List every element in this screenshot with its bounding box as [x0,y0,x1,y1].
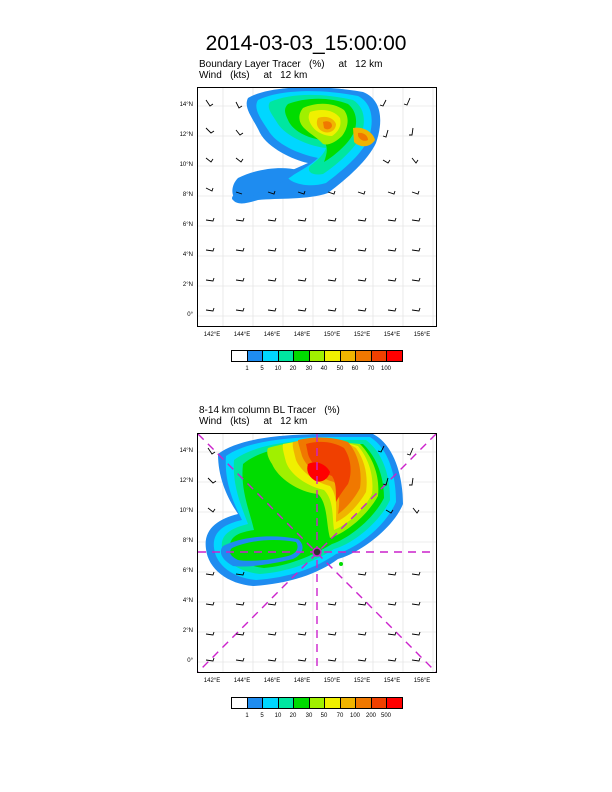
boundary-layer-tracer-map [197,87,437,327]
colorbar-2-label: 50 [320,713,328,719]
colorbar-2-swatch [309,698,326,708]
y-tick-8n: 8°N [182,192,193,198]
colorbar-1-label: 10 [274,366,282,372]
colorbar-1-label: 60 [351,366,359,372]
colorbar-2-swatch [371,698,388,708]
colorbar-1-label: 1 [245,366,249,372]
y-tick-0: 0° [187,312,193,318]
colorbar-2-label: 100 [349,713,360,719]
x-tick-154e: 154°E [383,678,401,684]
panel1-subtitle: Wind (kts) at 12 km [199,70,308,81]
colorbar-2-label: 10 [274,713,282,719]
colorbar-2-swatch [232,698,248,708]
colorbar-1-swatch [278,351,295,361]
colorbar-1-label: 70 [367,366,375,372]
colorbar-2-label: 5 [260,713,264,719]
x-tick-156e: 156°E [413,332,431,338]
colorbar-1-label: 20 [289,366,297,372]
colorbar-1-label: 40 [320,366,328,372]
x-tick-150e: 150°E [323,678,341,684]
y-tick-6n: 6°N [182,222,193,228]
page-title: 2014-03-03_15:00:00 [205,32,407,55]
x-tick-148e: 148°E [293,678,311,684]
colorbar-2-label: 30 [305,713,313,719]
colorbar-2-swatch [278,698,295,708]
y-tick-4n: 4°N [182,598,193,604]
panel2-title: 8-14 km column BL Tracer (%) [199,405,340,416]
colorbar-2-swatch [340,698,357,708]
x-tick-144e: 144°E [233,678,251,684]
colorbar-2-label: 70 [336,713,344,719]
colorbar-1-label: 100 [380,366,391,372]
colorbar-2-swatch [294,698,310,708]
y-tick-8n: 8°N [182,538,193,544]
y-tick-10n: 10°N [179,508,193,514]
colorbar-1-swatch [371,351,388,361]
colorbar-1-swatch [325,351,341,361]
x-tick-142e: 142°E [203,678,221,684]
x-tick-150e: 150°E [323,332,341,338]
colorbar-1-swatch [247,351,264,361]
colorbar-2-swatch [387,698,403,708]
colorbar-2-label: 500 [380,713,391,719]
colorbar-2-swatch [325,698,341,708]
colorbar-1-swatch [294,351,310,361]
y-tick-2n: 2°N [182,282,193,288]
x-tick-146e: 146°E [263,332,281,338]
column-bl-tracer-map [197,433,437,673]
x-tick-156e: 156°E [413,678,431,684]
colorbar-1-label: 50 [336,366,344,372]
panel1-title: Boundary Layer Tracer (%) at 12 km [199,59,383,70]
colorbar-1-swatch [387,351,403,361]
colorbar-2-swatch [356,698,372,708]
x-tick-148e: 148°E [293,332,311,338]
tracer-map-1-svg [198,88,436,326]
y-tick-14n: 14°N [179,102,193,108]
tracer-map-2-svg [198,434,436,672]
colorbar-2-swatch [263,698,279,708]
y-tick-12n: 12°N [179,478,193,484]
x-tick-152e: 152°E [353,678,371,684]
colorbar-1 [231,350,403,362]
colorbar-1-swatch [309,351,326,361]
y-tick-14n: 14°N [179,448,193,454]
colorbar-1-swatch [356,351,372,361]
x-tick-142e: 142°E [203,332,221,338]
colorbar-2-label: 200 [365,713,376,719]
x-tick-144e: 144°E [233,332,251,338]
colorbar-1-label: 5 [260,366,264,372]
colorbar-2 [231,697,403,709]
y-tick-6n: 6°N [182,568,193,574]
colorbar-1-swatch [232,351,248,361]
x-tick-154e: 154°E [383,332,401,338]
x-tick-152e: 152°E [353,332,371,338]
colorbar-2-label: 20 [289,713,297,719]
colorbar-2-label: 1 [245,713,249,719]
panel2-subtitle: Wind (kts) at 12 km [199,416,308,427]
y-tick-10n: 10°N [179,162,193,168]
y-tick-0: 0° [187,658,193,664]
colorbar-2-swatch [247,698,264,708]
y-tick-12n: 12°N [179,132,193,138]
colorbar-1-label: 30 [305,366,313,372]
colorbar-1-swatch [340,351,357,361]
colorbar-1-swatch [263,351,279,361]
y-tick-2n: 2°N [182,628,193,634]
y-tick-4n: 4°N [182,252,193,258]
x-tick-146e: 146°E [263,678,281,684]
